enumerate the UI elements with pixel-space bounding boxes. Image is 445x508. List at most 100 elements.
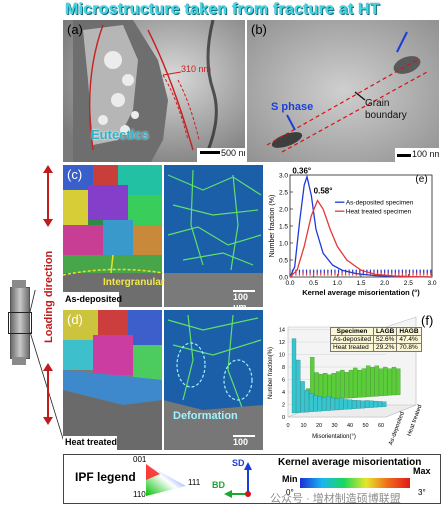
bar-as-deposited [300,381,305,413]
bar-heat-treated [361,368,367,398]
x-tick-label: 1.5 [356,280,365,287]
bar-as-deposited [347,399,353,410]
bar-as-deposited [326,396,331,411]
panel-b-image [247,20,439,162]
kam-max-value: 3° [418,488,426,497]
panel-a-image [63,20,245,162]
y-tick-label: 0.0 [279,275,288,282]
ipf-legend-title: IPF legend [75,470,136,484]
panel-f-label: (f) [421,313,434,328]
bar-heat-treated [374,365,379,397]
bar-as-deposited [334,398,340,411]
plot-area [289,174,433,278]
panel-d-maps [63,310,263,450]
specimen-grip-bottom [12,357,26,365]
intergranular-label: Intergranular [103,277,165,288]
panel-e-label: (e) [415,174,427,185]
z-tick-label: 0 [282,415,285,421]
panel-b-label: (b) [251,22,267,37]
gb-table: Specimen LAGB HAGB As-deposited 52.6% 47… [330,327,422,352]
bar-heat-treated [323,372,328,400]
sd-label: SD [232,458,245,468]
scale-box [395,148,439,162]
ipf-triangle [146,464,186,496]
ipf-corner-111: 111 [188,478,201,487]
y-tick-label: 0.5 [279,258,288,265]
z-tick-label: 10 [279,353,285,359]
panel-a-label: (a) [67,22,83,37]
bar-as-deposited [291,338,297,414]
bar-heat-treated [331,373,336,400]
specimen-selection-box [8,312,32,334]
bar-as-deposited [339,397,344,410]
bar-as-deposited [321,397,327,412]
x-tick-label: 30 [331,423,337,429]
z-tick-label: 4 [282,390,285,396]
sd-bd-axes [224,462,252,498]
condition-label: Heat treated [65,437,118,447]
bar-heat-treated [396,368,401,395]
y-tick-label: 1.5 [279,224,288,231]
z-tick-label: 12 [279,340,285,346]
y-tick-label: 2.0 [279,207,288,214]
y-tick-label: 1.0 [279,241,288,248]
x-tick-label: 60 [378,423,384,429]
table-header: Specimen [330,327,374,336]
bar-heat-treated [370,367,375,397]
panel-e-chart: 0.0 0.5 1.0 1.5 2.0 2.5 3.0 0.0 0.5 1.0 1.5 2.0 2.5 3… [266,165,442,310]
x-tick-label: 10 [300,423,306,429]
series-line-2 [289,199,433,278]
x-tick-label: 0.5 [309,280,318,287]
bar-as-deposited [352,399,357,409]
legend-label-1: As-deposited specimen [346,200,414,207]
table-cell: 47.4% [396,335,422,344]
y-axis-label: Number fraction (%) [269,195,276,258]
table-cell: Heat treated [330,343,374,352]
bar-heat-treated [348,369,354,399]
bar-as-deposited [313,395,318,412]
x-tick-label: 2.5 [404,280,413,287]
panel-d-ebsd: (d) Deformation Heat treated 100 μm [63,310,263,450]
table-cell: As-deposited [330,335,374,344]
kam-legend-title: Kernel average misorientation [278,457,422,468]
ipf-corner-001: 001 [133,455,147,464]
x-tick-label: 0.0 [285,280,294,287]
table-header: HAGB [396,327,422,336]
series-label-2: Heat treated [407,404,424,437]
specimen-grip-top [12,280,26,288]
z-tick-label: 6 [282,378,285,384]
bar-as-deposited [369,400,374,408]
table-header: LAGB [372,327,398,336]
x-tick-label: 20 [316,423,322,429]
peak-label-1: 0.36° [292,166,311,175]
bar-as-deposited [343,399,348,410]
figure-title: Microstructure taken from fracture at HT [65,1,380,18]
kam-colorbar [300,478,410,488]
panel-b-micrograph: (b) S phase Grain boundary 100 nm [247,20,439,162]
panel-f-chart: 0 2 4 6 8 10 12 14 0 10 20 30 40 50 60 Number fraction(… [266,313,442,450]
series-label-1: As-deposited [388,411,406,446]
kam-distribution-chart: 0.0 0.5 1.0 1.5 2.0 2.5 3.0 0.0 0.5 1.0 1.5 2.0 2.5 3… [269,166,437,297]
bar-as-deposited [296,359,301,413]
bar-heat-treated [387,368,392,396]
table-cell: 70.8% [396,343,422,352]
condition-box [63,292,119,307]
table-cell: 52.6% [372,335,398,344]
x-tick-label: 40 [347,423,353,429]
panel-a-micrograph: (a) 310 nm Eutectics 500 nm [63,20,245,162]
peak-label-2: 0.58° [314,187,333,196]
dimension-label: 310 nm [181,64,212,74]
x-axis-label: Kernel average misorientation (°) [302,288,420,297]
panel-c-ebsd: (c) Intergranular As-deposited 100 μm [63,165,263,307]
bar-heat-treated [327,374,332,400]
bar-as-deposited [360,400,365,409]
legend-label-2: Heat treated specimen [346,209,412,216]
bar-as-deposited [377,401,383,408]
bar-as-deposited [309,393,314,412]
bar-as-deposited [304,390,310,413]
scale-bar [397,154,411,157]
scale-text: 100 nm [412,149,439,159]
table-cell: 29.2% [372,343,398,352]
bar-heat-treated [383,366,388,396]
bar-heat-treated [391,366,397,396]
